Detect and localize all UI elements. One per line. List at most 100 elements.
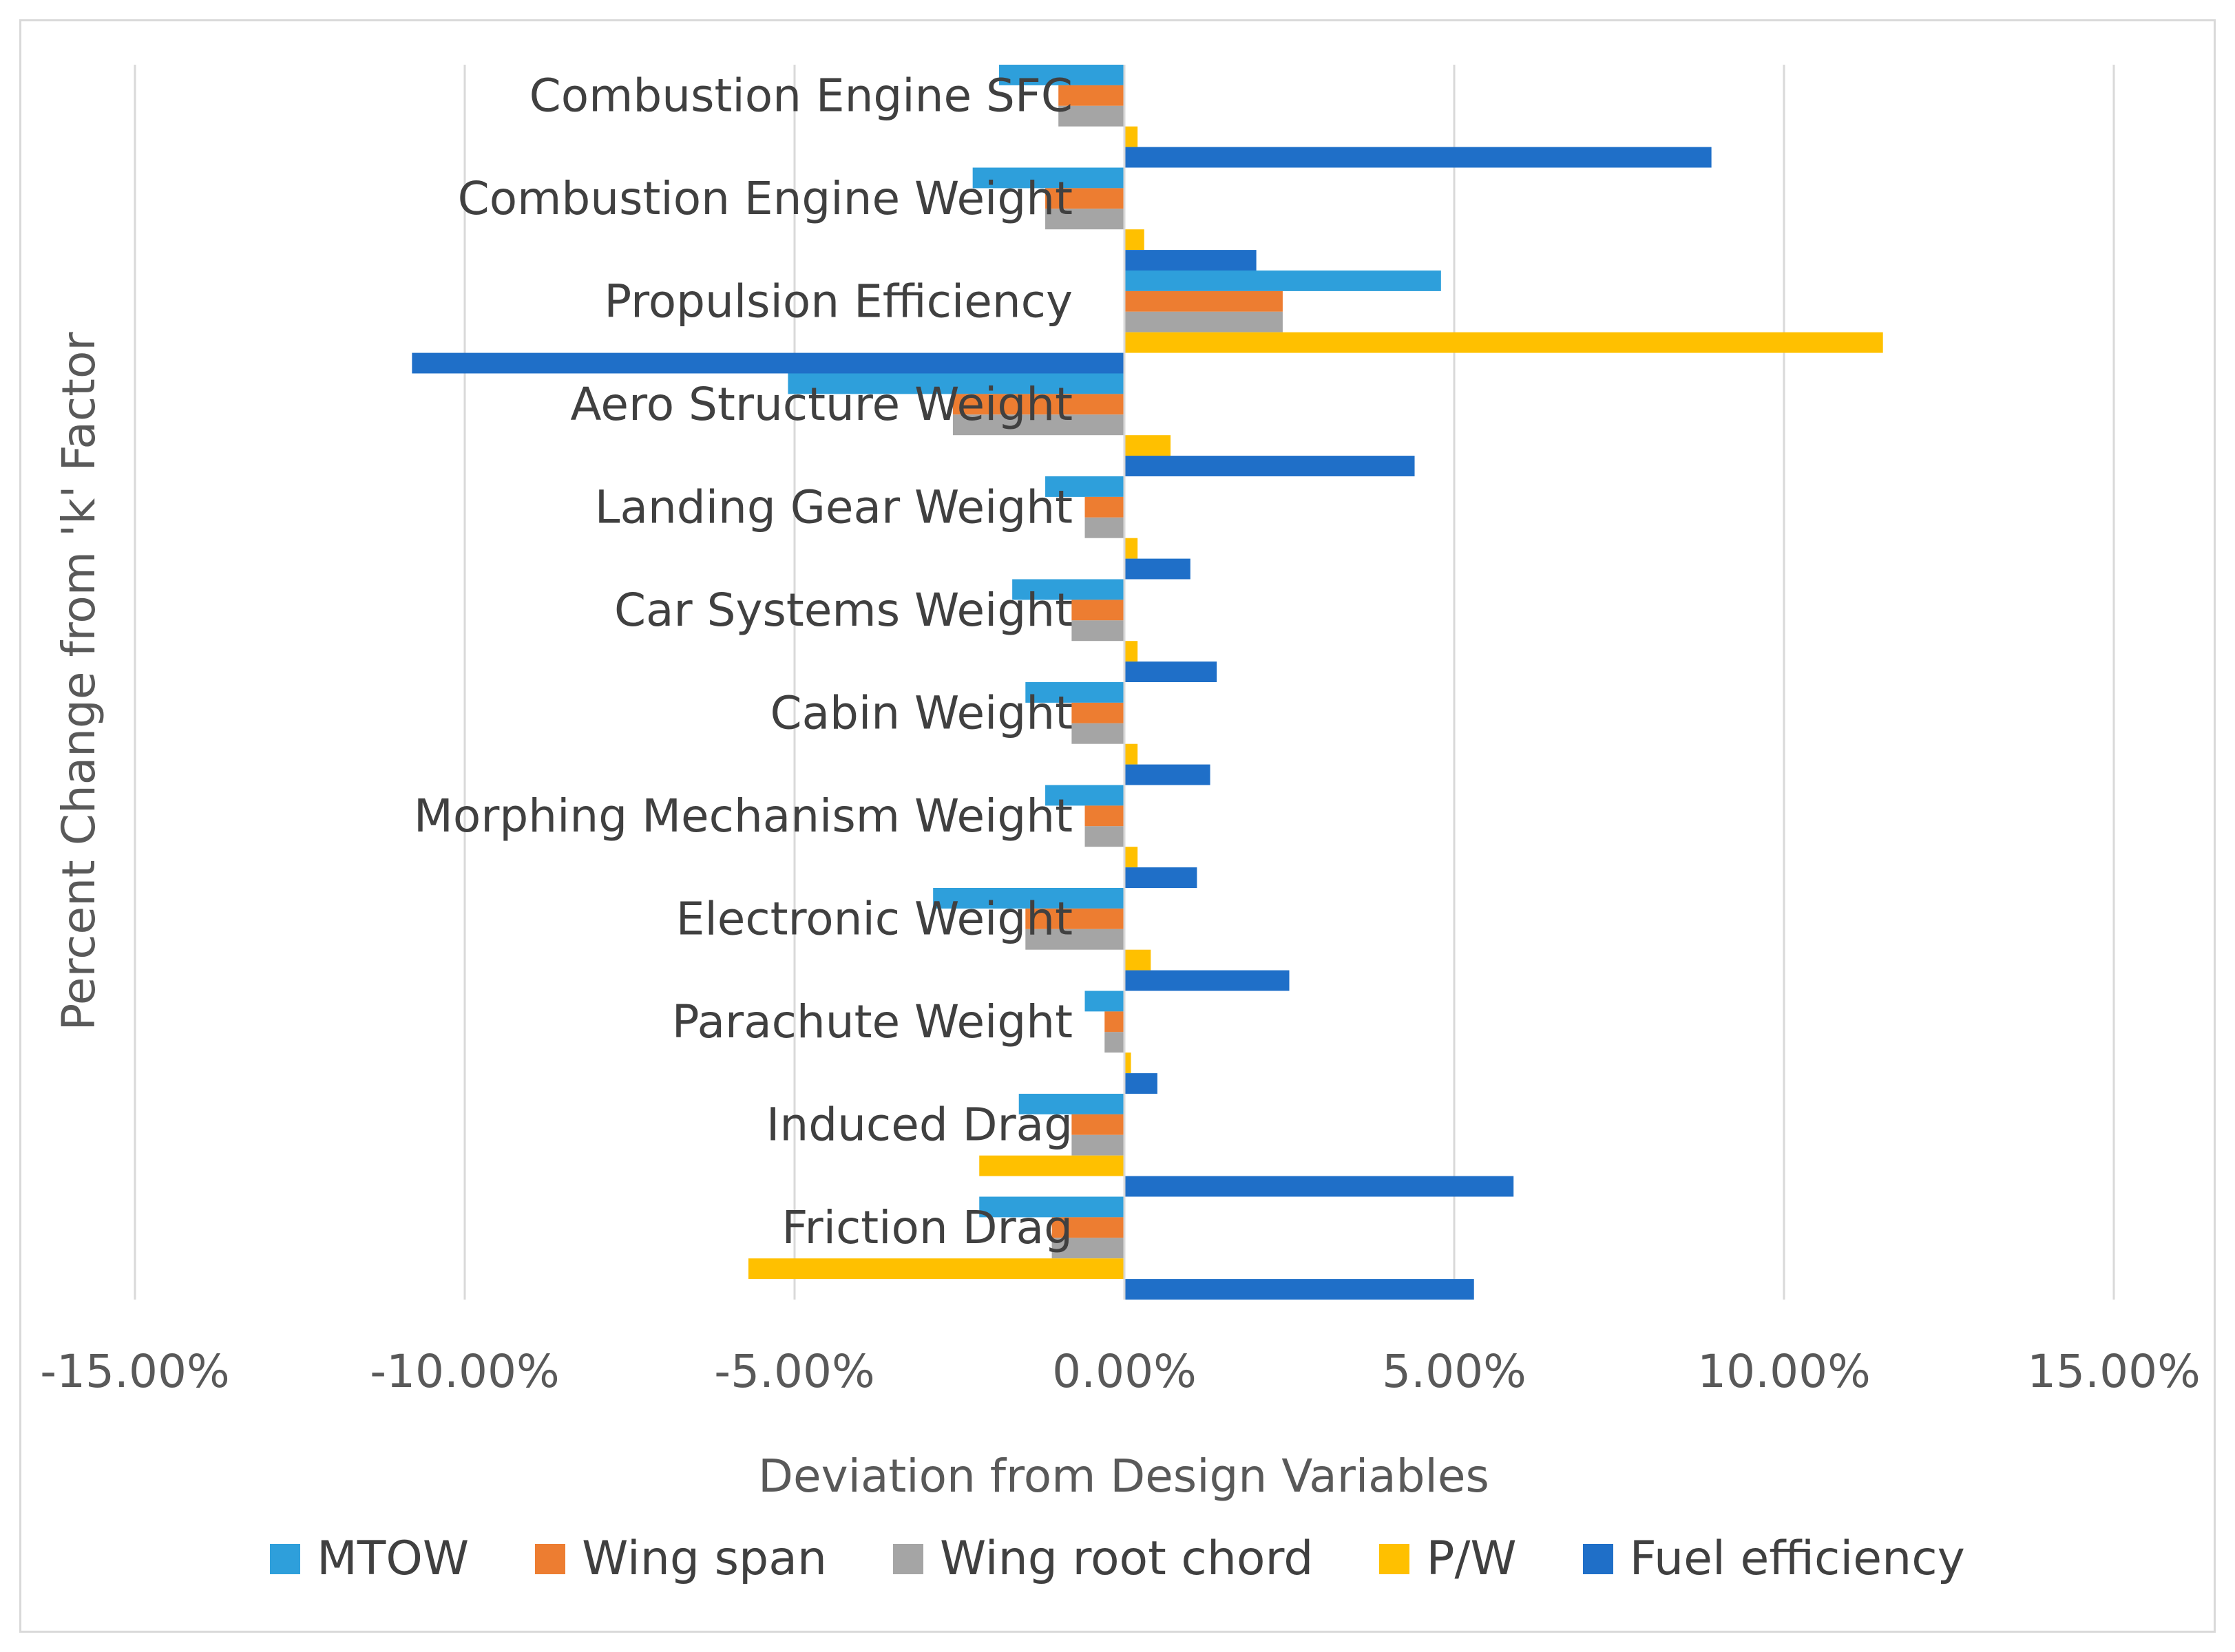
bar-p-w (1124, 126, 1138, 147)
bar-mtow (979, 1196, 1124, 1218)
category-labels: Combustion Engine SFC Combustion Engine W… (414, 69, 1073, 1254)
bar-p-w (1124, 332, 1883, 353)
bar-mtow (1018, 1094, 1124, 1114)
bar-wing-span (952, 394, 1124, 415)
bar-p-w (748, 1258, 1124, 1280)
bar-fuel-efficiency (1124, 867, 1197, 888)
legend-swatch (1582, 1543, 1613, 1574)
bar-p-w (1124, 847, 1138, 868)
legend-item: Wing root chord (892, 1532, 1314, 1586)
category-label: Morphing Mechanism Weight (414, 790, 1073, 843)
bar-mtow (972, 167, 1124, 189)
bar-wing-span (1124, 290, 1283, 312)
bar-fuel-efficiency (1124, 1279, 1474, 1300)
bar-wing-span (1104, 1011, 1124, 1032)
bar-p-w (1124, 435, 1171, 456)
legend: MTOW Wing span Wing root chord P/W Fuel effi… (0, 1532, 2235, 1586)
bars (412, 65, 1883, 1300)
bar-fuel-efficiency (1124, 661, 1217, 682)
bar-mtow (1124, 271, 1441, 291)
legend-item: MTOW (270, 1532, 469, 1586)
x-tick-label: -5.00% (714, 1345, 874, 1398)
bar-wing-root-chord (1051, 1238, 1124, 1259)
bar-p-w (1124, 229, 1144, 251)
legend-label: Wing span (582, 1532, 827, 1586)
category-label: Landing Gear Weight (595, 480, 1073, 533)
category-label: Parachute Weight (672, 995, 1073, 1048)
bar-wing-root-chord (1071, 620, 1124, 642)
bar-fuel-efficiency (1124, 558, 1190, 580)
bar-wing-root-chord (1058, 105, 1124, 127)
category-label: Combustion Engine SFC (529, 69, 1073, 122)
legend-swatch (535, 1543, 566, 1574)
x-tick-labels: -15.00% -10.00% -5.00% 0.00% 5.00% 10.00% 15.0… (40, 1345, 2201, 1398)
bar-wing-root-chord (1071, 723, 1124, 744)
bar-fuel-efficiency (1124, 764, 1210, 785)
bar-fuel-efficiency (1124, 250, 1257, 271)
bar-p-w (979, 1155, 1124, 1176)
legend-swatch (892, 1543, 923, 1574)
bar-wing-root-chord (1025, 929, 1124, 950)
legend-item: Wing span (535, 1532, 827, 1586)
legend-item: P/W (1379, 1532, 1517, 1586)
bar-wing-span (1071, 702, 1124, 723)
bar-wing-span (1071, 1114, 1124, 1135)
category-label: Electronic Weight (676, 892, 1073, 945)
bar-wing-root-chord (1124, 311, 1283, 332)
bar-fuel-efficiency (1124, 456, 1415, 476)
category-label: Friction Drag (781, 1201, 1073, 1254)
y-axis-title: Percent Change from 'k' Factor (52, 332, 105, 1031)
legend-swatch (270, 1543, 301, 1574)
category-label: Combustion Engine Weight (458, 172, 1073, 225)
category-label: Cabin Weight (770, 686, 1073, 739)
bar-mtow (1045, 476, 1124, 497)
gridlines (134, 65, 2115, 1300)
legend-label: Wing root chord (939, 1532, 1314, 1586)
bar-p-w (1124, 949, 1151, 971)
bar-fuel-efficiency (1124, 147, 1712, 168)
bar-wing-span (1045, 188, 1124, 209)
x-tick-label: -15.00% (40, 1345, 229, 1398)
bar-wing-root-chord (952, 414, 1124, 436)
bar-mtow (1012, 579, 1124, 600)
bar-fuel-efficiency (1124, 1073, 1157, 1094)
bar-p-w (1124, 538, 1138, 559)
bar-p-w (1124, 1052, 1131, 1074)
bar-fuel-efficiency (1124, 1176, 1514, 1197)
category-label: Aero Structure Weight (570, 378, 1073, 431)
x-tick-label: 15.00% (2027, 1345, 2201, 1398)
legend-label: MTOW (317, 1532, 470, 1586)
legend-label: P/W (1426, 1532, 1517, 1586)
bar-wing-span (1058, 85, 1124, 106)
x-tick-label: 10.00% (1697, 1345, 1871, 1398)
bar-mtow (1025, 682, 1124, 703)
bar-fuel-efficiency (1124, 970, 1290, 991)
legend-label: Fuel efficiency (1629, 1532, 1965, 1586)
legend-item: Fuel efficiency (1582, 1532, 1965, 1586)
bar-mtow (788, 373, 1124, 394)
bar-p-w (1124, 641, 1138, 662)
x-tick-label: -10.00% (370, 1345, 559, 1398)
bar-wing-span (1071, 600, 1124, 621)
x-tick-label: 5.00% (1382, 1345, 1526, 1398)
bar-mtow (933, 888, 1124, 909)
category-label: Induced Drag (766, 1098, 1073, 1151)
bar-p-w (1124, 743, 1138, 765)
bar-wing-root-chord (1045, 209, 1124, 230)
category-label: Car Systems Weight (614, 584, 1073, 637)
x-tick-label: 0.00% (1052, 1345, 1197, 1398)
bar-fuel-efficiency (412, 352, 1124, 374)
bar-wing-root-chord (1084, 517, 1124, 538)
bar-wing-root-chord (1071, 1134, 1124, 1156)
bar-mtow (1045, 785, 1124, 806)
bar-wing-span (1084, 805, 1124, 827)
bar-mtow (1084, 991, 1124, 1012)
bar-wing-span (1051, 1217, 1124, 1238)
bar-wing-span (1025, 908, 1124, 929)
bar-wing-span (1084, 496, 1124, 518)
bar-wing-root-chord (1084, 826, 1124, 847)
bar-wing-root-chord (1104, 1032, 1124, 1053)
category-label: Propulsion Efficiency (604, 275, 1073, 328)
legend-swatch (1379, 1543, 1410, 1574)
